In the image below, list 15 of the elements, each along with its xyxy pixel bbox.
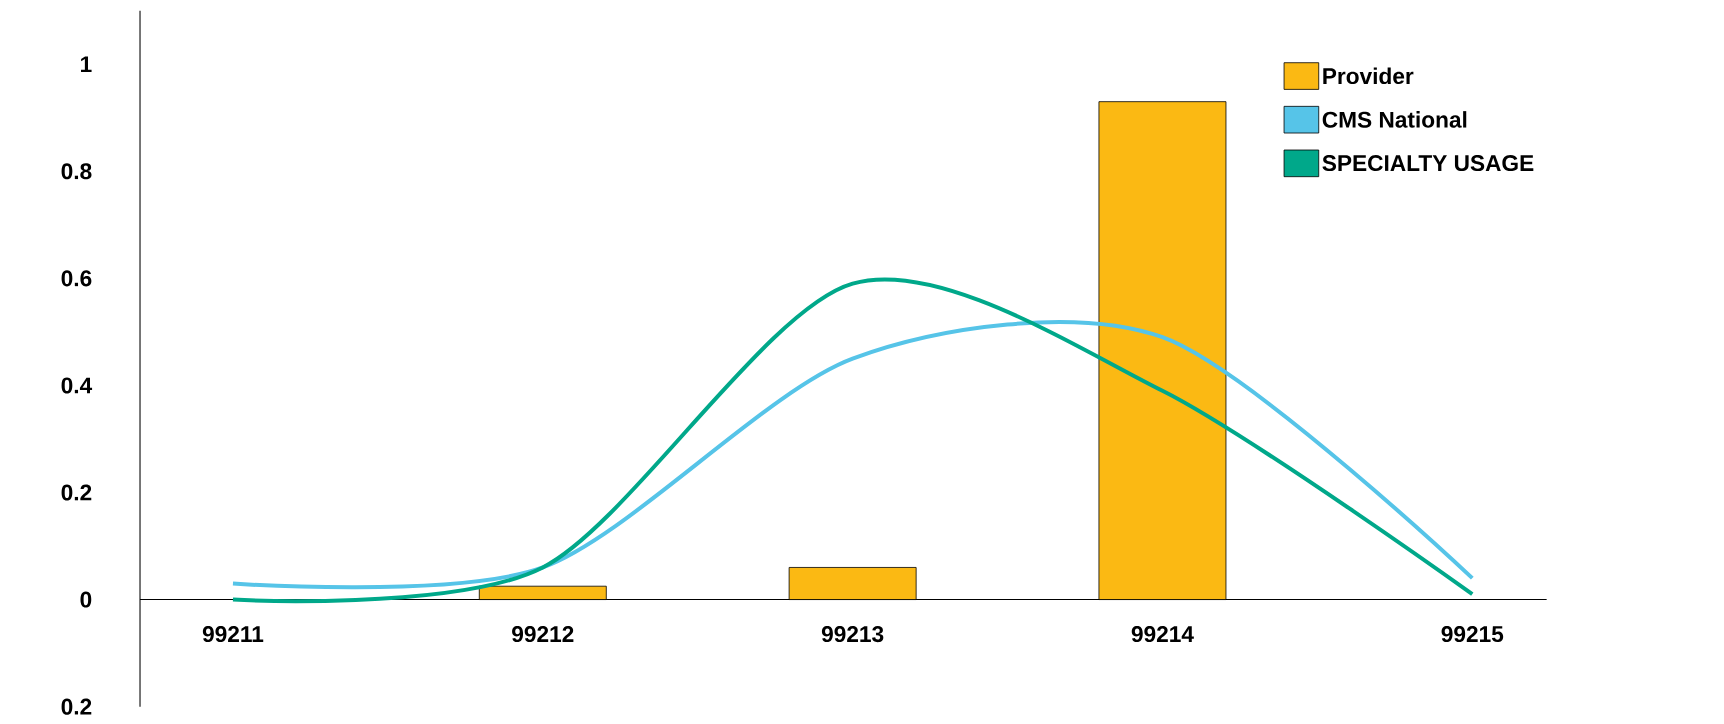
x-tick-label: 99213 (821, 626, 884, 643)
x-tick-label: 99215 (1441, 626, 1504, 643)
legend-label: Provider (1323, 67, 1414, 85)
x-tick-label: 99212 (512, 626, 574, 643)
y-tick-label: 0.8 (61, 163, 92, 180)
y-tick-label: 0.4 (61, 377, 93, 394)
legend-label: CMS National (1322, 111, 1467, 128)
x-tick-label: 99214 (1131, 626, 1194, 643)
legend-label: SPECIALTY USAGE (1322, 155, 1534, 172)
x-tick-label: 99211 (202, 626, 264, 643)
y-tick-label: 0 (80, 591, 92, 608)
y-tick-label: 0.6 (61, 270, 92, 287)
y-tick-label: 1 (81, 56, 92, 72)
y-tick-label: 0.2 (61, 698, 92, 715)
y-tick-label: 0.2 (61, 484, 92, 501)
